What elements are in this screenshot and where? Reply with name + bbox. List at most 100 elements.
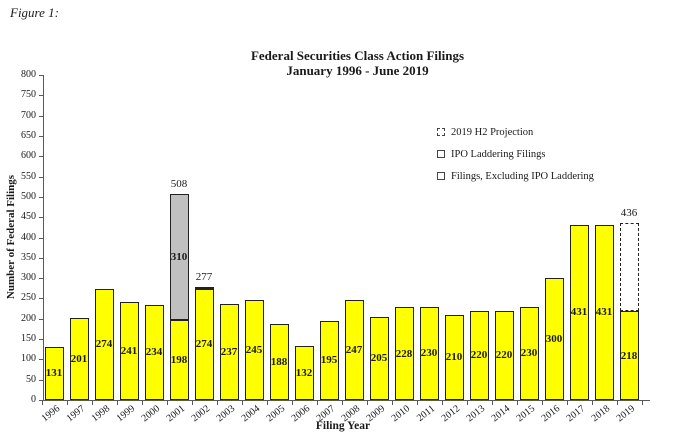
y-tick-label: 600 bbox=[21, 150, 36, 162]
bar-2006-filings bbox=[294, 346, 314, 400]
projection-swatch-icon bbox=[437, 128, 445, 136]
y-tick-label: 0 bbox=[31, 394, 36, 405]
bar-2014-filings bbox=[494, 310, 514, 400]
bar-1998-filings bbox=[94, 288, 114, 400]
y-tick-label: 100 bbox=[21, 353, 36, 365]
bar-2001-filings bbox=[169, 319, 189, 400]
x-tick bbox=[366, 401, 368, 405]
x-tick bbox=[266, 401, 268, 405]
x-tick bbox=[66, 401, 68, 405]
bar-2019-total-label: 436 bbox=[620, 206, 638, 219]
x-tick bbox=[166, 401, 168, 405]
y-tick-label: 700 bbox=[21, 109, 36, 121]
bar-2009-filings bbox=[369, 316, 389, 400]
bar-1998-filings-value: 274 bbox=[95, 338, 113, 351]
x-tick bbox=[341, 401, 343, 405]
chart-title-block: Federal Securities Class Action Filings … bbox=[50, 48, 665, 78]
x-tick bbox=[541, 401, 543, 405]
x-tick bbox=[216, 401, 218, 405]
bar-2013-filings bbox=[469, 310, 489, 400]
legend-item-filings: Filings, Excluding IPO Laddering bbox=[437, 165, 594, 187]
legend-item-ipo-laddering: IPO Laddering Filings bbox=[437, 143, 594, 165]
y-axis-line bbox=[43, 75, 44, 400]
bar-2011-filings bbox=[419, 306, 439, 400]
bar-2015-filings bbox=[519, 306, 539, 400]
figure-label: Figure 1: bbox=[10, 5, 59, 20]
x-tick bbox=[41, 401, 43, 405]
bar-2002-total-label: 277 bbox=[195, 271, 213, 284]
bar-2000-filings bbox=[144, 304, 164, 400]
y-tick bbox=[39, 196, 43, 198]
legend-label: IPO Laddering Filings bbox=[451, 148, 546, 160]
bar-2003-filings bbox=[219, 303, 239, 400]
y-tick-label: 350 bbox=[21, 251, 36, 263]
x-tick bbox=[441, 401, 443, 405]
x-axis-line bbox=[43, 400, 650, 401]
bar-2007-filings-value: 195 bbox=[320, 354, 338, 367]
y-tick bbox=[39, 257, 43, 259]
legend-label: Filings, Excluding IPO Laddering bbox=[451, 170, 594, 182]
bar-2010-filings bbox=[394, 307, 414, 400]
y-tick bbox=[39, 339, 43, 341]
bar-2014-filings-value: 220 bbox=[495, 349, 513, 362]
y-tick-label: 550 bbox=[21, 170, 36, 182]
chart-title: Federal Securities Class Action Filings bbox=[250, 48, 465, 63]
bar-2003-filings-value: 237 bbox=[220, 345, 238, 358]
y-tick bbox=[39, 359, 43, 361]
x-tick bbox=[491, 401, 493, 405]
y-tick bbox=[39, 95, 43, 97]
x-tick bbox=[616, 401, 618, 405]
bar-2016-filings-value: 300 bbox=[545, 333, 563, 346]
y-tick-label: 500 bbox=[21, 190, 36, 202]
bar-2001-total-label: 508 bbox=[170, 177, 188, 190]
x-tick bbox=[466, 401, 468, 405]
x-tick bbox=[91, 401, 93, 405]
bar-1996-filings bbox=[44, 346, 64, 400]
bar-2004-filings bbox=[244, 300, 264, 400]
legend-item-projection: 2019 H2 Projection bbox=[437, 121, 594, 143]
y-tick-label: 800 bbox=[21, 69, 36, 80]
y-tick bbox=[39, 217, 43, 219]
y-tick-label: 750 bbox=[21, 89, 36, 101]
y-tick bbox=[39, 176, 43, 178]
bar-2017-filings-value: 431 bbox=[570, 306, 588, 319]
y-tick bbox=[39, 75, 43, 76]
y-tick bbox=[39, 400, 43, 401]
y-tick bbox=[39, 135, 43, 137]
bar-2001-ipo-value: 310 bbox=[170, 250, 188, 263]
y-tick bbox=[39, 156, 43, 158]
x-tick bbox=[316, 401, 318, 405]
x-tick bbox=[141, 401, 143, 405]
bar-2008-filings-value: 247 bbox=[345, 343, 363, 356]
x-tick bbox=[191, 401, 193, 405]
bar-1997-filings-value: 201 bbox=[70, 353, 88, 366]
bar-2001-ipo-laddering bbox=[169, 193, 189, 320]
y-tick-label: 650 bbox=[21, 129, 36, 141]
y-tick-label: 300 bbox=[21, 272, 36, 284]
bar-1997-filings bbox=[69, 318, 89, 400]
bar-2018-filings bbox=[594, 224, 614, 400]
x-tick bbox=[641, 401, 643, 405]
bar-2011-filings-value: 230 bbox=[420, 347, 438, 360]
y-tick bbox=[39, 298, 43, 300]
bar-2007-filings bbox=[319, 320, 339, 400]
y-tick bbox=[39, 237, 43, 239]
y-tick-label: 250 bbox=[21, 292, 36, 304]
bar-2008-filings bbox=[344, 299, 364, 400]
x-tick bbox=[516, 401, 518, 405]
bar-2000-filings-value: 234 bbox=[145, 346, 163, 359]
bar-2009-filings-value: 205 bbox=[370, 352, 388, 365]
y-tick bbox=[39, 379, 43, 381]
bar-2016-filings bbox=[544, 278, 564, 400]
y-tick-label: 150 bbox=[21, 333, 36, 345]
bar-2002-filings-value: 274 bbox=[195, 338, 213, 351]
bar-2019-filings bbox=[619, 311, 639, 400]
y-tick bbox=[39, 278, 43, 280]
bar-2002-ipo-laddering bbox=[194, 287, 214, 290]
bar-2012-filings bbox=[444, 314, 464, 400]
bar-2006-filings-value: 132 bbox=[295, 367, 313, 380]
y-tick-label: 400 bbox=[21, 231, 36, 243]
legend: 2019 H2 Projection IPO Laddering Filings… bbox=[437, 121, 594, 187]
